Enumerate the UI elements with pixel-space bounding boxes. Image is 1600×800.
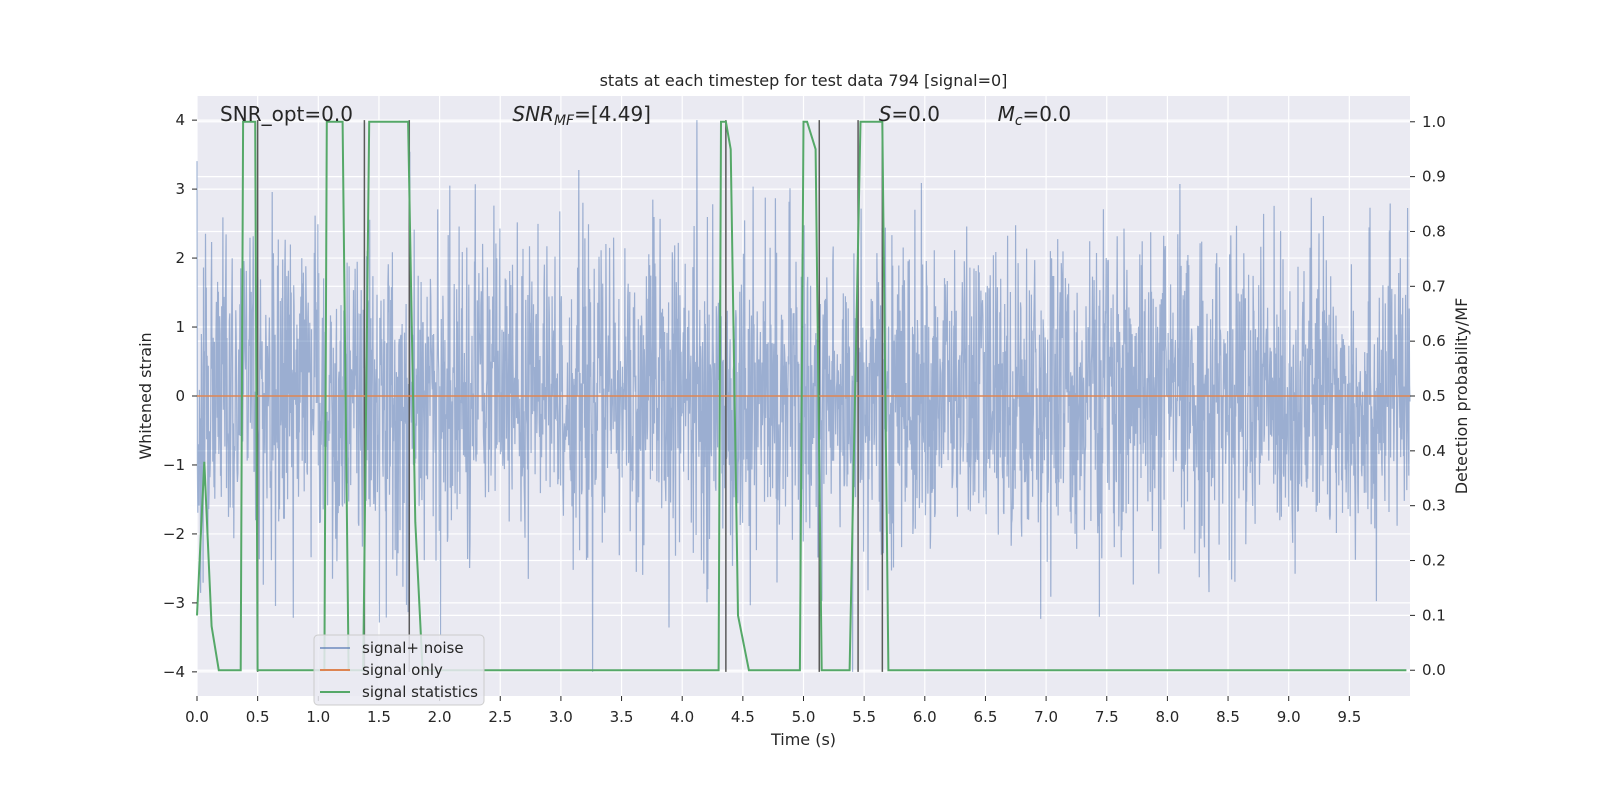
x-tick-label: 7.0 <box>1034 708 1058 726</box>
series-signal-noise <box>196 120 1411 672</box>
y2-tick-label: 0.1 <box>1422 606 1446 624</box>
y2-tick-label: 0.2 <box>1422 552 1446 570</box>
series-signal-statistics <box>196 120 1407 672</box>
x-tick-label: 3.0 <box>549 708 573 726</box>
x-tick-label: 2.0 <box>428 708 452 726</box>
x-tick-label: 2.5 <box>488 708 512 726</box>
x-tick-label: 7.5 <box>1095 708 1119 726</box>
legend-box <box>313 634 485 706</box>
x-tick-label: 3.5 <box>610 708 634 726</box>
x-axis-label: Time (s) <box>770 730 836 749</box>
annotations: SNR_opt=0.0 SNRMF=[4.49] S=0.0 Mc=0.0 <box>220 102 1071 129</box>
y-tick-label: −2 <box>163 525 185 543</box>
x-tick-label: 1.5 <box>367 708 391 726</box>
x-tick-label: 1.0 <box>306 708 330 726</box>
annotation-0: SNR_opt=0.0 <box>220 102 353 126</box>
x-tick-label: 9.0 <box>1277 708 1301 726</box>
y2-tick-label: 0.4 <box>1422 442 1446 460</box>
signal-statistics-line <box>196 120 1407 672</box>
legend-label: signal+ noise <box>362 639 464 657</box>
y2-axis-label: Detection probability/MF <box>1452 298 1471 495</box>
y-tick-label: −3 <box>163 594 185 612</box>
y2-tick-label: 1.0 <box>1422 113 1446 131</box>
x-tick-label: 5.5 <box>852 708 876 726</box>
annotation-3: Mc=0.0 <box>998 102 1072 129</box>
x-tick-label: 8.5 <box>1216 708 1240 726</box>
signal-noise-line <box>196 120 1411 672</box>
annotation-2: S=0.0 <box>879 102 940 126</box>
y-tick-label: 2 <box>175 249 185 267</box>
x-tick-label: 8.0 <box>1155 708 1179 726</box>
y2-tick-label: 0.8 <box>1422 222 1446 240</box>
y-tick-label: 3 <box>175 180 185 198</box>
x-tick-label: 4.0 <box>670 708 694 726</box>
legend-label: signal statistics <box>362 683 478 701</box>
y-tick-label: 4 <box>175 111 185 129</box>
x-tick-label: 9.5 <box>1337 708 1361 726</box>
y2-tick-label: 0.0 <box>1422 661 1446 679</box>
x-tick-label: 5.0 <box>792 708 816 726</box>
x-tick-label: 6.5 <box>974 708 998 726</box>
y2-tick-label: 0.5 <box>1422 387 1446 405</box>
annotation-1: SNRMF=[4.49] <box>512 102 651 129</box>
x-tick-label: 0.5 <box>246 708 270 726</box>
y-tick-label: 0 <box>175 387 185 405</box>
y2-tick-label: 0.3 <box>1422 497 1446 515</box>
y-tick-label: −4 <box>163 663 185 681</box>
x-tick-label: 4.5 <box>731 708 755 726</box>
y-tick-label: −1 <box>163 456 185 474</box>
y2-tick-label: 0.7 <box>1422 277 1446 295</box>
y-tick-label: 1 <box>175 318 185 336</box>
x-tick-label: 6.0 <box>913 708 937 726</box>
axis-ticks: 0.0 0.5 1.0 1.5 2.0 2.5 3.0 3.5 4.0 4.5 5.0 5.5 6.0 6… <box>163 111 1446 726</box>
chart-title: stats at each timestep for test data 794… <box>600 71 1008 90</box>
legend-label: signal only <box>362 661 443 679</box>
y2-tick-label: 0.6 <box>1422 332 1446 350</box>
y-axis-label: Whitened strain <box>136 332 155 459</box>
legend: signal+ noise signal only signal statistic… <box>313 634 485 706</box>
x-tick-label: 0.0 <box>185 708 209 726</box>
y2-tick-label: 0.9 <box>1422 168 1446 186</box>
